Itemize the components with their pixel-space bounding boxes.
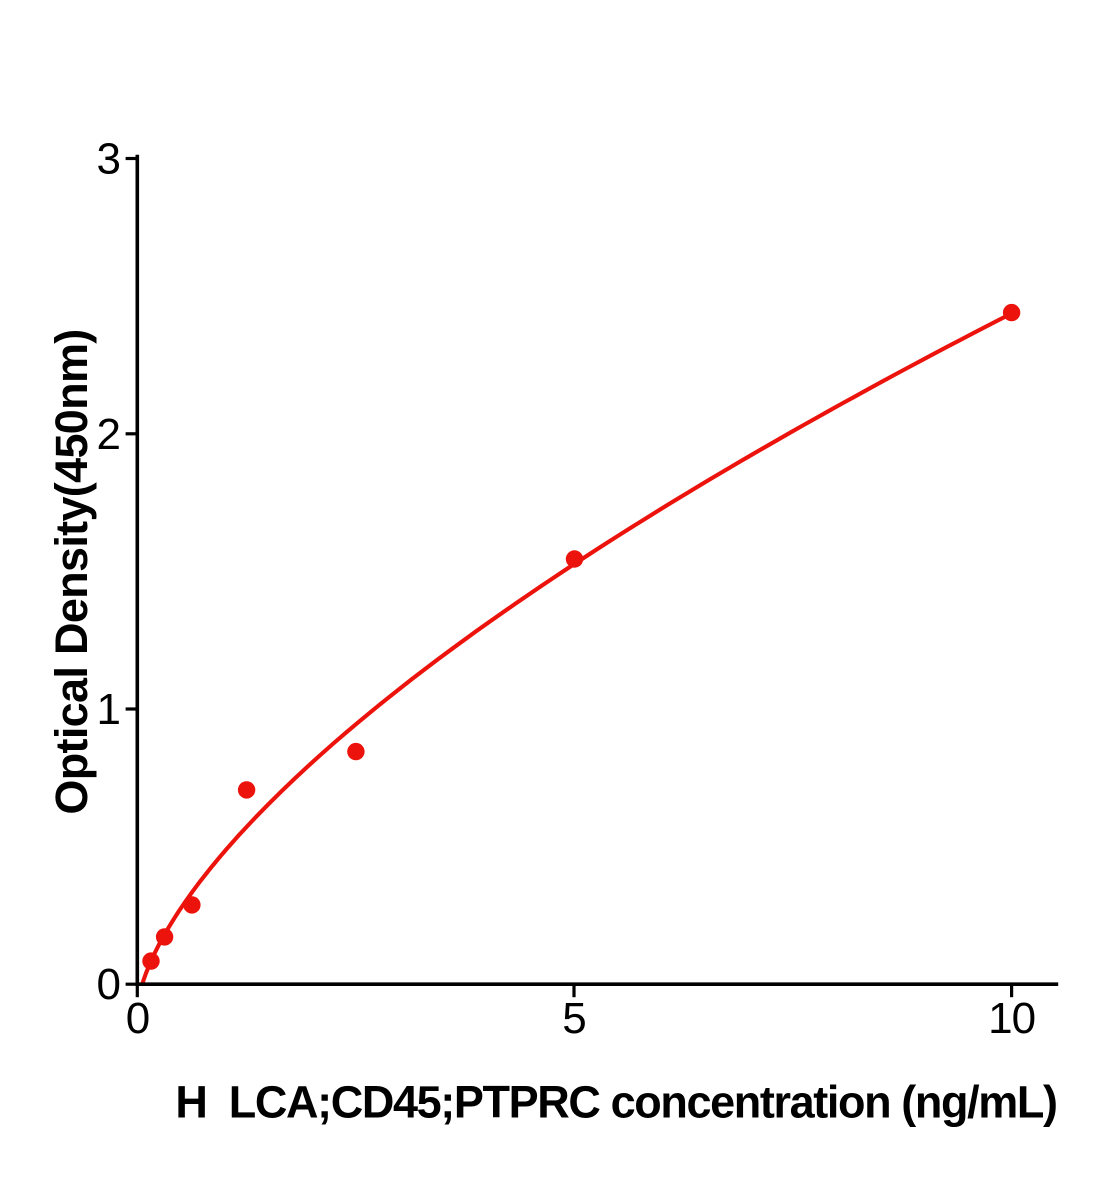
svg-text:3: 3 bbox=[97, 135, 120, 184]
svg-text:H LCA;CD45;PTPRC concentratio: H LCA;CD45;PTPRC concentration (ng/mL) bbox=[175, 1077, 1056, 1128]
svg-text:0: 0 bbox=[126, 994, 149, 1043]
svg-text:Optical Density(450nm): Optical Density(450nm) bbox=[46, 329, 97, 814]
svg-text:0: 0 bbox=[97, 960, 120, 1009]
svg-text:2: 2 bbox=[97, 410, 120, 459]
svg-text:10: 10 bbox=[988, 994, 1035, 1043]
svg-text:5: 5 bbox=[562, 994, 585, 1043]
svg-text:1: 1 bbox=[97, 685, 120, 734]
